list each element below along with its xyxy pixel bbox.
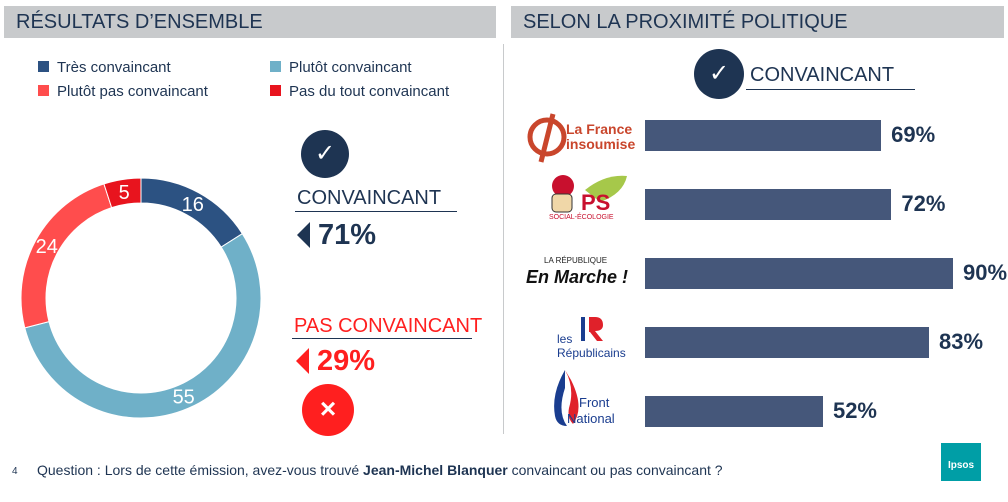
lfi-logo: La France insoumise — [523, 112, 647, 164]
fn-text-2: National — [567, 411, 615, 426]
donut-slice — [24, 233, 262, 419]
right-title-underline — [746, 89, 915, 90]
bar — [645, 258, 953, 289]
lr-symbol — [581, 317, 603, 341]
lr-text-1: les — [557, 332, 573, 346]
bar — [645, 120, 882, 151]
legend-item-tres-convaincant: Très convaincant — [38, 59, 171, 76]
question-text: Question : Lors de cette émission, avez-… — [37, 462, 723, 478]
question-prefix: Question : Lors de cette émission, avez-… — [37, 462, 364, 478]
lfi-text-1: La France — [566, 121, 633, 137]
right-panel-header: SELON LA PROXIMITÉ POLITIQUE — [511, 6, 1004, 38]
ipsos-logo: Ipsos — [941, 443, 981, 481]
legend-label: Plutôt convaincant — [289, 59, 412, 76]
legend-swatch — [38, 61, 49, 72]
lr-logo: les Républicains — [555, 315, 635, 365]
right-title: CONVAINCANT — [750, 64, 895, 86]
panel-divider — [503, 44, 504, 434]
legend-label: Très convaincant — [57, 59, 171, 76]
legend-label: Plutôt pas convaincant — [57, 83, 208, 100]
arrow-left-icon-red — [296, 348, 309, 374]
ps-logo: PS SOCIAL-ÉCOLOGIE — [545, 172, 635, 226]
bar-value-label: 90% — [963, 260, 1008, 285]
close-icon: × — [302, 384, 354, 436]
legend-item-plutot-pas-convaincant: Plutôt pas convaincant — [38, 83, 208, 100]
lrem-text-1: LA RÉPUBLIQUE — [544, 256, 608, 265]
lrem-logo: LA RÉPUBLIQUE En Marche ! — [524, 256, 644, 290]
ps-rose-icon — [551, 175, 627, 213]
bar — [645, 327, 930, 358]
pas-convaincant-value: 29% — [317, 345, 376, 377]
left-panel-header: RÉSULTATS D’ENSEMBLE — [4, 6, 496, 38]
fn-text-1: Front — [579, 395, 610, 410]
pas-convaincant-underline — [292, 338, 472, 339]
legend-item-pas-du-tout-convaincant: Pas du tout convaincant — [270, 83, 449, 100]
convaincant-underline — [295, 211, 457, 212]
legend-label: Pas du tout convaincant — [289, 83, 450, 100]
check-icon: ✓ — [301, 130, 349, 178]
fn-flame-icon — [554, 370, 579, 426]
bar-value-label: 83% — [939, 329, 984, 354]
bar-value-label: 72% — [901, 191, 946, 216]
convaincant-value: 71% — [318, 219, 377, 251]
donut-slice-label: 16 — [182, 194, 204, 216]
lfi-text-2: insoumise — [566, 136, 636, 152]
check-icon-right: ✓ — [694, 49, 744, 99]
bar-value-label: 52% — [832, 398, 877, 423]
legend-swatch — [270, 85, 281, 96]
donut-chart: 16 55 24 5 — [20, 177, 262, 419]
fn-logo: Front National — [545, 368, 629, 430]
legend-swatch — [38, 85, 49, 96]
donut-slice-label: 24 — [36, 236, 58, 258]
bar — [645, 189, 892, 220]
page-number: 4 — [12, 466, 18, 477]
donut-slice-label: 55 — [173, 387, 195, 409]
bar-value-label: 69% — [891, 122, 936, 147]
donut-slice — [20, 183, 113, 329]
pas-convaincant-label: PAS CONVAINCANT — [294, 315, 483, 337]
donut-slice — [103, 177, 142, 209]
lr-text-2: Républicains — [557, 346, 626, 360]
ps-text: PS — [581, 190, 611, 215]
arrow-left-icon — [297, 222, 310, 248]
legend-swatch — [270, 61, 281, 72]
lrem-text-2: En Marche ! — [526, 267, 629, 287]
question-suffix: convaincant ou pas convaincant ? — [507, 462, 723, 478]
donut-slice-label: 5 — [119, 182, 130, 204]
legend-item-plutot-convaincant: Plutôt convaincant — [270, 59, 412, 76]
ps-subtext: SOCIAL-ÉCOLOGIE — [549, 214, 614, 221]
bar — [645, 396, 823, 427]
convaincant-label: CONVAINCANT — [297, 187, 442, 209]
lfi-symbol — [527, 113, 567, 163]
question-bold: Jean-Michel Blanquer — [363, 462, 508, 478]
